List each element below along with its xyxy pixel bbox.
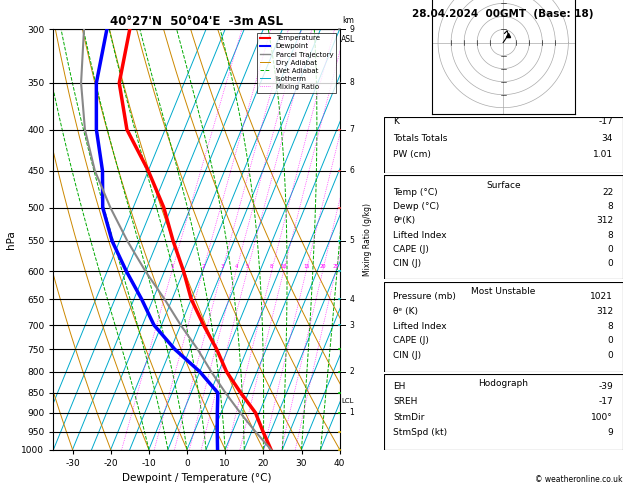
Text: 8: 8 (270, 264, 273, 269)
Text: 2: 2 (349, 367, 354, 376)
Text: © weatheronline.co.uk: © weatheronline.co.uk (535, 474, 623, 484)
Text: km: km (343, 16, 354, 25)
Text: Surface: Surface (486, 181, 521, 190)
Text: 100°: 100° (591, 413, 613, 422)
Text: Pressure (mb): Pressure (mb) (393, 292, 456, 301)
Text: 4: 4 (235, 264, 238, 269)
Text: 28.04.2024  00GMT  (Base: 18): 28.04.2024 00GMT (Base: 18) (413, 9, 594, 19)
Text: 4: 4 (349, 295, 354, 304)
Text: Totals Totals: Totals Totals (393, 134, 448, 142)
Text: 8: 8 (608, 322, 613, 330)
Text: 6: 6 (349, 166, 354, 175)
Text: -17: -17 (598, 117, 613, 126)
Text: 20: 20 (320, 264, 326, 269)
Legend: Temperature, Dewpoint, Parcel Trajectory, Dry Adiabat, Wet Adiabat, Isotherm, Mi: Temperature, Dewpoint, Parcel Trajectory… (257, 33, 336, 93)
Text: SREH: SREH (393, 397, 418, 406)
Text: 1021: 1021 (590, 292, 613, 301)
Text: θᵉ(K): θᵉ(K) (393, 216, 415, 226)
Text: 15: 15 (303, 264, 309, 269)
Text: ASL: ASL (342, 35, 355, 44)
Text: Lifted Index: Lifted Index (393, 322, 447, 330)
Text: 10: 10 (281, 264, 287, 269)
Y-axis label: hPa: hPa (6, 230, 16, 249)
Text: 34: 34 (602, 134, 613, 142)
Text: 1.01: 1.01 (593, 150, 613, 159)
Text: LCL: LCL (342, 398, 354, 404)
Text: 1: 1 (170, 264, 174, 269)
X-axis label: Dewpoint / Temperature (°C): Dewpoint / Temperature (°C) (122, 473, 271, 483)
Text: CIN (J): CIN (J) (393, 351, 421, 360)
Text: 2: 2 (201, 264, 204, 269)
Text: -39: -39 (598, 382, 613, 391)
Text: CAPE (J): CAPE (J) (393, 245, 429, 254)
Text: Temp (°C): Temp (°C) (393, 188, 438, 197)
Text: 312: 312 (596, 307, 613, 316)
Text: 0: 0 (608, 336, 613, 346)
Text: CAPE (J): CAPE (J) (393, 336, 429, 346)
Text: StmDir: StmDir (393, 413, 425, 422)
Text: K: K (393, 117, 399, 126)
Text: 312: 312 (596, 216, 613, 226)
Text: 3: 3 (220, 264, 223, 269)
Text: Dewp (°C): Dewp (°C) (393, 202, 440, 211)
Text: 0: 0 (608, 351, 613, 360)
Text: 5: 5 (245, 264, 249, 269)
Title: 40°27'N  50°04'E  -3m ASL: 40°27'N 50°04'E -3m ASL (110, 15, 283, 28)
Text: PW (cm): PW (cm) (393, 150, 431, 159)
Text: Most Unstable: Most Unstable (471, 287, 535, 296)
Text: Hodograph: Hodograph (478, 379, 528, 388)
Text: 22: 22 (602, 188, 613, 197)
Text: 8: 8 (608, 231, 613, 240)
Text: StmSpd (kt): StmSpd (kt) (393, 428, 447, 437)
Text: 5: 5 (349, 236, 354, 245)
Text: 1: 1 (349, 408, 354, 417)
Text: CIN (J): CIN (J) (393, 259, 421, 268)
Text: 8: 8 (349, 78, 354, 87)
Text: 0: 0 (608, 259, 613, 268)
Text: Mixing Ratio (g/kg): Mixing Ratio (g/kg) (363, 203, 372, 276)
Text: 7: 7 (349, 125, 354, 134)
Text: 9: 9 (349, 25, 354, 34)
Text: EH: EH (393, 382, 406, 391)
Text: 9: 9 (608, 428, 613, 437)
Text: 0: 0 (608, 245, 613, 254)
Text: Lifted Index: Lifted Index (393, 231, 447, 240)
Text: 3: 3 (349, 320, 354, 330)
Text: θᵉ (K): θᵉ (K) (393, 307, 418, 316)
Text: 8: 8 (608, 202, 613, 211)
Text: -17: -17 (598, 397, 613, 406)
Text: 25: 25 (333, 264, 339, 269)
